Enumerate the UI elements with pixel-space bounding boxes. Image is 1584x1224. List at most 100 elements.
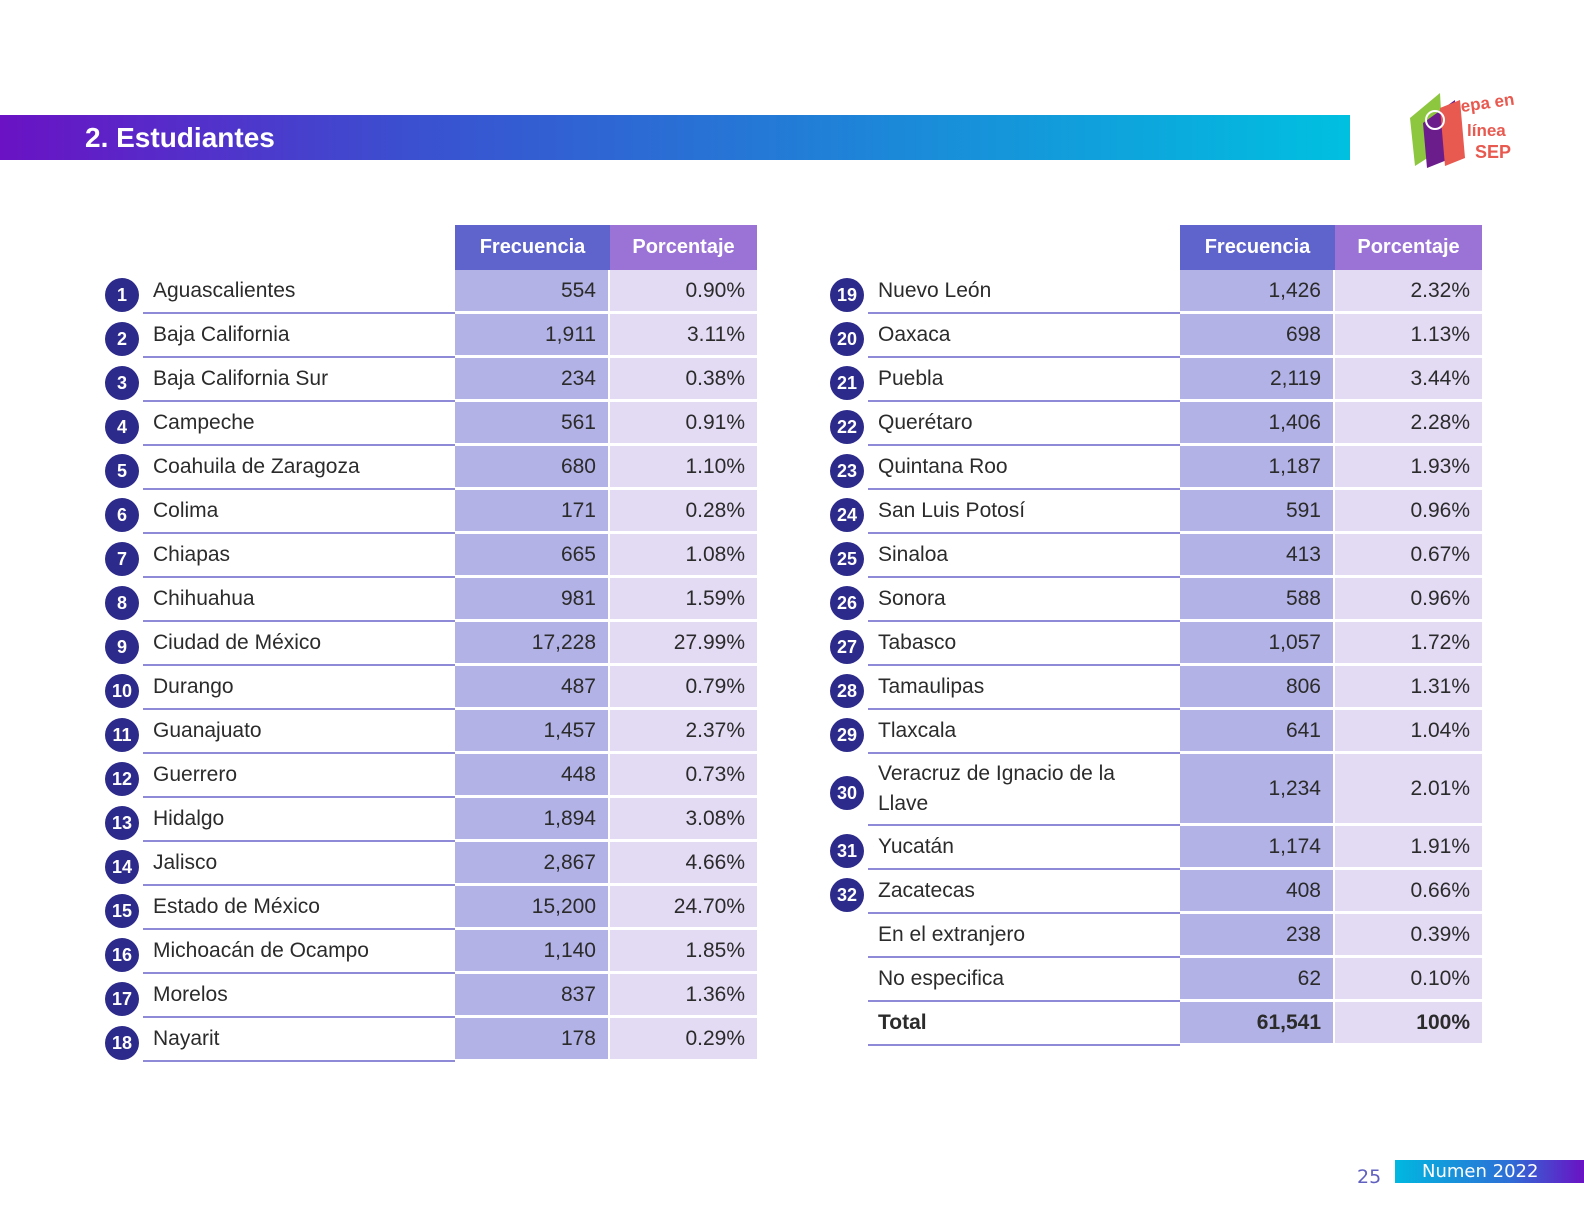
percentage-cell: 0.90% (610, 270, 757, 314)
frequency-cell: 561 (455, 402, 610, 446)
frequency-cell: 15,200 (455, 886, 610, 930)
row-number-badge: 20 (830, 322, 864, 356)
table-row: 19 Nuevo León 1,426 2.32% (830, 270, 1482, 314)
table-row: 27 Tabasco 1,057 1.72% (830, 622, 1482, 666)
frequency-cell: 665 (455, 534, 610, 578)
row-number-badge: 12 (105, 762, 139, 796)
state-name: Durango (143, 666, 455, 710)
state-name: Jalisco (143, 842, 455, 886)
frequency-cell: 61,541 (1180, 1002, 1335, 1046)
percentage-cell: 1.10% (610, 446, 757, 490)
state-name: Guanajuato (143, 710, 455, 754)
table-row: 17 Morelos 837 1.36% (105, 974, 757, 1018)
state-name: Coahuila de Zaragoza (143, 446, 455, 490)
percentage-cell: 1.91% (1335, 826, 1482, 870)
percentage-cell: 0.67% (1335, 534, 1482, 578)
table-row: 32 Zacatecas 408 0.66% (830, 870, 1482, 914)
percentage-cell: 3.08% (610, 798, 757, 842)
row-number-badge: 2 (105, 322, 139, 356)
percentage-cell: 0.91% (610, 402, 757, 446)
row-number-badge: 9 (105, 630, 139, 664)
percentage-cell: 3.44% (1335, 358, 1482, 402)
state-name: Quintana Roo (868, 446, 1180, 490)
percentage-cell: 1.85% (610, 930, 757, 974)
percentage-cell: 0.96% (1335, 578, 1482, 622)
state-name: Tabasco (868, 622, 1180, 666)
table-row: 9 Ciudad de México 17,228 27.99% (105, 622, 757, 666)
header-frecuencia: Frecuencia (1180, 225, 1335, 270)
frequency-cell: 837 (455, 974, 610, 1018)
state-name: En el extranjero (868, 914, 1180, 958)
table-row: 15 Estado de México 15,200 24.70% (105, 886, 757, 930)
table-row: 26 Sonora 588 0.96% (830, 578, 1482, 622)
table-row: 22 Querétaro 1,406 2.28% (830, 402, 1482, 446)
frequency-cell: 1,057 (1180, 622, 1335, 666)
table-header: Frecuencia Porcentaje (830, 225, 1482, 270)
row-number-badge: 27 (830, 630, 864, 664)
table-row: 31 Yucatán 1,174 1.91% (830, 826, 1482, 870)
percentage-cell: 3.11% (610, 314, 757, 358)
svg-text:SEP: SEP (1475, 142, 1511, 162)
section-banner: 2. Estudiantes (0, 115, 1350, 160)
table-row: 5 Coahuila de Zaragoza 680 1.10% (105, 446, 757, 490)
state-name: Aguascalientes (143, 270, 455, 314)
percentage-cell: 0.96% (1335, 490, 1482, 534)
percentage-cell: 0.73% (610, 754, 757, 798)
frequency-cell: 1,174 (1180, 826, 1335, 870)
table-header: Frecuencia Porcentaje (105, 225, 757, 270)
row-number-badge: 3 (105, 366, 139, 400)
percentage-cell: 1.36% (610, 974, 757, 1018)
table-row: 12 Guerrero 448 0.73% (105, 754, 757, 798)
prepa-en-linea-logo: repa en línea SEP (1410, 90, 1516, 168)
frequency-cell: 408 (1180, 870, 1335, 914)
svg-text:repa en: repa en (1453, 90, 1516, 117)
percentage-cell: 4.66% (610, 842, 757, 886)
row-number-badge: 30 (830, 776, 864, 810)
row-number-badge: 25 (830, 542, 864, 576)
percentage-cell: 0.28% (610, 490, 757, 534)
state-name: Colima (143, 490, 455, 534)
percentage-cell: 0.66% (1335, 870, 1482, 914)
table-row: Total 61,541 100% (830, 1002, 1482, 1046)
table-row: 4 Campeche 561 0.91% (105, 402, 757, 446)
percentage-cell: 0.38% (610, 358, 757, 402)
state-name: Campeche (143, 402, 455, 446)
state-name: Estado de México (143, 886, 455, 930)
frequency-cell: 554 (455, 270, 610, 314)
section-title: 2. Estudiantes (85, 122, 275, 153)
state-name: Nuevo León (868, 270, 1180, 314)
percentage-cell: 2.01% (1335, 754, 1482, 826)
publication-label: Numen 2022 (1395, 1160, 1584, 1183)
header-porcentaje: Porcentaje (1335, 225, 1482, 270)
table-row: 23 Quintana Roo 1,187 1.93% (830, 446, 1482, 490)
row-number-badge: 6 (105, 498, 139, 532)
table-row: 24 San Luis Potosí 591 0.96% (830, 490, 1482, 534)
frequency-cell: 238 (1180, 914, 1335, 958)
header-spacer (830, 225, 1180, 270)
state-name: Sinaloa (868, 534, 1180, 578)
frequency-cell: 2,119 (1180, 358, 1335, 402)
table-row: 28 Tamaulipas 806 1.31% (830, 666, 1482, 710)
frequency-cell: 2,867 (455, 842, 610, 886)
header-frecuencia: Frecuencia (455, 225, 610, 270)
row-number-badge: 5 (105, 454, 139, 488)
students-table-left: Frecuencia Porcentaje 1 Aguascalientes 554 0.… (105, 225, 757, 1062)
state-name: San Luis Potosí (868, 490, 1180, 534)
table-row: 14 Jalisco 2,867 4.66% (105, 842, 757, 886)
frequency-cell: 1,457 (455, 710, 610, 754)
table-row: 16 Michoacán de Ocampo 1,140 1.85% (105, 930, 757, 974)
state-name: Baja California (143, 314, 455, 358)
state-name: Chiapas (143, 534, 455, 578)
row-number-badge: 7 (105, 542, 139, 576)
state-name: Oaxaca (868, 314, 1180, 358)
state-name: Total (868, 1002, 1180, 1046)
row-number-badge: 26 (830, 586, 864, 620)
state-name: Michoacán de Ocampo (143, 930, 455, 974)
frequency-cell: 1,140 (455, 930, 610, 974)
percentage-cell: 2.37% (610, 710, 757, 754)
state-name: Chihuahua (143, 578, 455, 622)
row-number-badge: 19 (830, 278, 864, 312)
row-number-badge: 13 (105, 806, 139, 840)
row-number-badge: 21 (830, 366, 864, 400)
state-name: Baja California Sur (143, 358, 455, 402)
